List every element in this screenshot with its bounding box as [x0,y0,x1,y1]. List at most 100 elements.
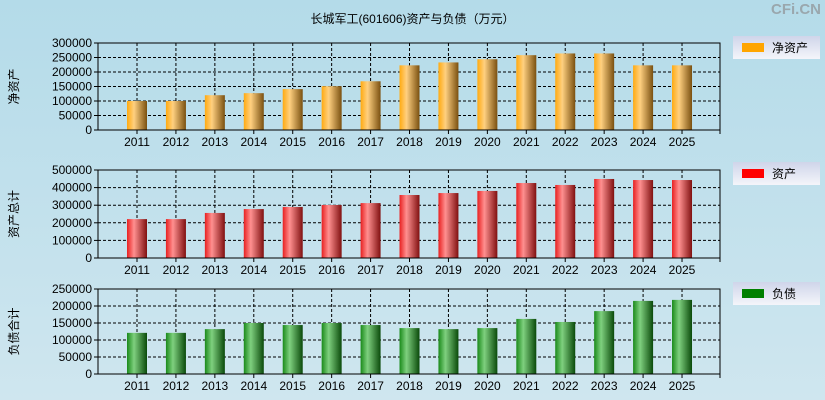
x-tick-label: 2024 [630,263,657,277]
x-tick-label: 2016 [318,135,345,149]
y-tick-label: 500000 [52,163,92,177]
bar-2025 [672,180,693,258]
y-tick-label: 250000 [52,282,92,296]
bar-2017 [360,325,381,374]
plot-border [97,288,721,375]
x-tick-label: 2025 [669,379,696,393]
bar-2014 [243,209,264,258]
bar-2016 [321,323,342,374]
x-tick-label: 2012 [163,135,190,149]
x-tick-label: 2013 [202,135,229,149]
x-tick-label: 2023 [591,379,618,393]
plot-border [97,42,721,131]
plot-border [97,169,721,259]
x-tick-label: 2023 [591,263,618,277]
y-tick-label: 250000 [52,51,92,65]
chart-panel-2: 0 50000 100000 150000 200000 250000 2011 2012 20… [6,282,721,393]
bar-2011 [127,332,147,374]
bar-2012 [165,332,186,374]
bar-2015 [282,206,303,258]
bar-2025 [672,65,693,130]
x-tick-label: 2014 [240,379,267,393]
x-tick-label: 2016 [318,379,345,393]
bar-2017 [360,81,381,130]
x-tick-label: 2017 [357,135,384,149]
bar-2022 [555,321,576,374]
bar-2013 [204,329,225,374]
bar-2015 [282,89,303,130]
x-tick-label: 2013 [202,263,229,277]
bar-2021 [516,55,537,130]
x-tick-label: 2012 [163,379,190,393]
legend-swatch [742,169,764,178]
x-tick-label: 2024 [630,379,657,393]
legend-2: 负债 [733,282,820,305]
x-tick-label: 2021 [513,379,540,393]
bar-2011 [127,101,147,130]
x-tick-label: 2018 [396,263,423,277]
bar-2024 [633,300,654,374]
legend-label: 负债 [772,287,797,301]
y-tick-label: 200000 [52,216,92,230]
x-tick-label: 2012 [163,263,190,277]
x-tick-label: 2024 [630,135,657,149]
x-tick-label: 2021 [513,263,540,277]
x-tick-label: 2020 [474,135,501,149]
y-axis-label: 资产总计 [7,190,21,238]
x-tick-label: 2022 [552,379,579,393]
x-tick-label: 2019 [435,263,462,277]
x-tick-label: 2014 [240,263,267,277]
x-tick-label: 2016 [318,263,345,277]
bar-2019 [438,62,459,130]
bar-2023 [594,311,615,374]
bar-2023 [594,53,615,130]
bar-2016 [321,205,342,258]
x-tick-label: 2025 [669,135,696,149]
y-tick-label: 100000 [52,94,92,108]
legend-swatch [742,43,764,52]
bar-2020 [477,328,498,374]
y-tick-label: 100000 [52,333,92,347]
y-tick-label: 150000 [52,80,92,94]
x-tick-label: 2011 [124,135,150,149]
y-tick-label: 50000 [59,350,93,364]
x-tick-label: 2015 [279,263,306,277]
x-tick-label: 2017 [357,379,384,393]
x-tick-label: 2020 [474,379,501,393]
bar-2017 [360,203,381,258]
bar-2012 [165,219,186,258]
y-tick-label: 200000 [52,65,92,79]
legend-swatch [742,289,764,298]
bar-2013 [204,95,225,130]
x-tick-label: 2019 [435,379,462,393]
y-axis-label: 负债合计 [6,307,21,355]
legend-label: 资产 [772,167,797,181]
chart-title: 长城军工(601606)资产与负债（万元） [310,12,515,26]
bar-2022 [555,184,576,258]
legend-label: 净资产 [772,41,809,55]
bar-2022 [555,53,576,130]
bar-2014 [243,323,264,374]
bar-2015 [282,325,303,374]
x-tick-label: 2015 [279,379,306,393]
bar-2020 [477,59,498,130]
y-tick-label: 400000 [52,181,92,195]
bar-2012 [165,101,186,130]
bar-2021 [516,183,537,258]
x-tick-label: 2022 [552,263,579,277]
bar-2019 [438,329,459,374]
y-axis-label: 净资产 [7,68,21,104]
bar-2011 [127,219,147,258]
bar-2021 [516,318,537,374]
x-tick-label: 2021 [513,135,540,149]
bar-2020 [477,190,498,258]
x-tick-label: 2011 [124,263,150,277]
y-tick-label: 0 [85,367,92,381]
bar-2013 [204,212,225,258]
bar-2018 [399,194,420,258]
x-tick-label: 2011 [124,379,150,393]
y-tick-label: 0 [85,123,92,137]
x-tick-label: 2015 [279,135,306,149]
